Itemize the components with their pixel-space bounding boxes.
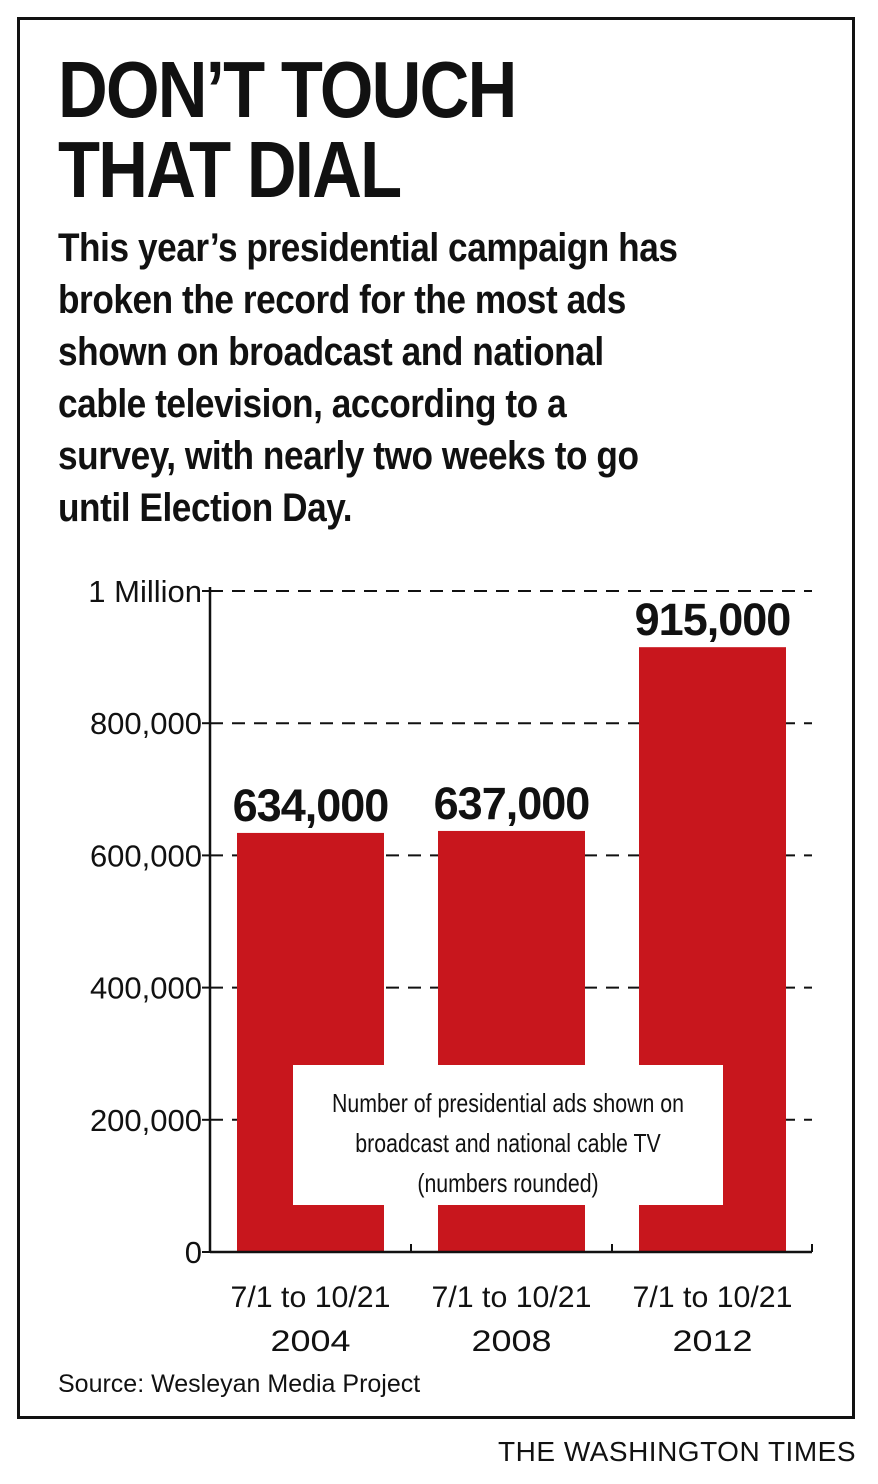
headline: DON’T TOUCH THAT DIAL xyxy=(58,50,660,210)
annotation-line: (numbers rounded) xyxy=(417,1168,599,1198)
dek-line: This year’s presidential campaign has xyxy=(58,226,678,270)
x-tick-label: 7/1 to 10/21 xyxy=(231,1281,391,1314)
data-label: 637,000 xyxy=(434,778,590,829)
x-tick-label: 7/1 to 10/21 xyxy=(432,1281,592,1314)
chart-annotation: Number of presidential ads shown on broa… xyxy=(293,1065,723,1205)
headline-line-1: DON’T TOUCH xyxy=(58,45,517,134)
annotation-line: Number of presidential ads shown on xyxy=(332,1088,684,1118)
x-tick-label: 2012 xyxy=(673,1325,753,1358)
annotation-line: broadcast and national cable TV xyxy=(355,1128,661,1158)
x-tick-label: 2004 xyxy=(271,1325,351,1358)
publisher-credit: THE WASHINGTON TIMES xyxy=(498,1436,856,1467)
dek-line: survey, with nearly two weeks to go xyxy=(58,434,639,478)
dek-line: cable television, according to a xyxy=(58,382,567,426)
source-line: Source: Wesleyan Media Project xyxy=(58,1370,421,1398)
data-label: 634,000 xyxy=(233,780,389,831)
headline-line-2: THAT DIAL xyxy=(58,125,402,214)
dek-line: until Election Day. xyxy=(58,486,353,530)
x-tick-label: 7/1 to 10/21 xyxy=(633,1281,793,1314)
y-tick-label: 1 Million xyxy=(88,574,202,609)
y-tick-label: 800,000 xyxy=(90,706,202,741)
y-tick-label: 400,000 xyxy=(90,971,202,1006)
graphic-frame xyxy=(17,17,855,1419)
y-tick-label: 200,000 xyxy=(90,1103,202,1138)
x-tick-label: 2008 xyxy=(472,1325,552,1358)
dek-line: broken the record for the most ads xyxy=(58,278,626,322)
dek: This year’s presidential campaign has br… xyxy=(58,222,815,534)
y-tick-label: 0 xyxy=(185,1235,202,1270)
axes xyxy=(202,587,813,1254)
y-tick-label: 600,000 xyxy=(90,838,202,873)
data-label: 915,000 xyxy=(635,594,791,645)
labels: 0 200,000 400,000 600,000 800,000 1 Million 63… xyxy=(88,574,792,1358)
dek-line: shown on broadcast and national xyxy=(58,330,604,374)
